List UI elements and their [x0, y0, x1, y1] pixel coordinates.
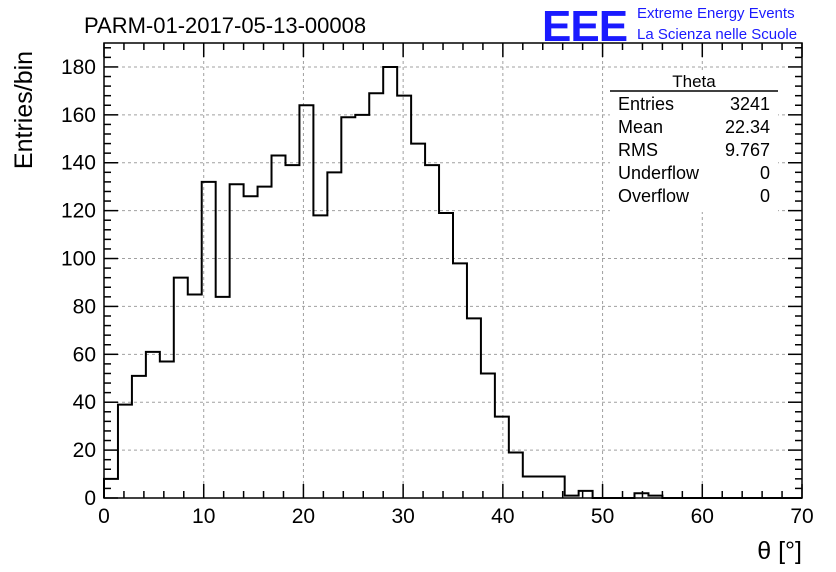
y-tick-label: 20 [73, 439, 96, 462]
axis-ticks [103, 43, 803, 499]
logo-mark: EEE [542, 2, 627, 51]
x-tick-label: 70 [790, 505, 813, 528]
x-tick-label: 30 [391, 505, 414, 528]
y-tick-label: 60 [73, 343, 96, 366]
eee-logo: EEE Extreme Energy Events La Scienza nel… [542, 2, 797, 51]
x-tick-label: 20 [292, 505, 315, 528]
y-tick-label: 40 [73, 391, 96, 414]
logo-line-2: La Scienza nelle Scuole [637, 26, 797, 43]
stats-box-background [610, 70, 778, 212]
x-tick-label: 10 [192, 505, 215, 528]
x-tick-label: 60 [691, 505, 714, 528]
y-tick-label: 140 [61, 152, 96, 175]
histogram-outline [103, 65, 802, 499]
y-tick-label: 80 [73, 295, 96, 318]
stats-row-value: 0 [760, 186, 770, 206]
stats-box-title: Theta [672, 72, 716, 91]
x-tick-label: 0 [98, 505, 110, 528]
y-tick-label: 180 [61, 56, 96, 79]
stats-row-label: Underflow [618, 163, 700, 183]
stats-row-value: 9.767 [725, 140, 770, 160]
stats-row-label: RMS [618, 140, 658, 160]
x-tick-label: 40 [491, 505, 514, 528]
y-tick-label: 100 [61, 248, 96, 271]
logo-line-1: Extreme Energy Events [637, 5, 795, 22]
tick-labels: 0 10 20 30 40 50 60 70 0 20 40 60 80 100 120 140 160 180 [61, 56, 814, 528]
y-tick-label: 120 [61, 200, 96, 223]
chart-title: PARM-01-2017-05-13-00008 [84, 13, 366, 38]
stats-row-label: Mean [618, 117, 663, 137]
y-tick-label: 0 [84, 487, 96, 510]
x-tick-label: 50 [591, 505, 614, 528]
plot-frame [103, 42, 803, 499]
stats-row-label: Overflow [618, 186, 690, 206]
stats-box: Theta Entries 3241 Mean 22.34 RMS 9.767 Underf… [610, 70, 778, 212]
stats-row-value: 22.34 [725, 117, 770, 137]
stats-row-value: 0 [760, 163, 770, 183]
x-axis-title: θ [°] [757, 537, 802, 565]
stats-row-label: Entries [618, 94, 674, 114]
y-tick-label: 160 [61, 104, 96, 127]
stats-rows: Entries 3241 Mean 22.34 RMS 9.767 Underflow 0 Ov… [618, 94, 770, 206]
y-axis-title: Entries/bin [10, 51, 38, 169]
stats-row-value: 3241 [730, 94, 770, 114]
